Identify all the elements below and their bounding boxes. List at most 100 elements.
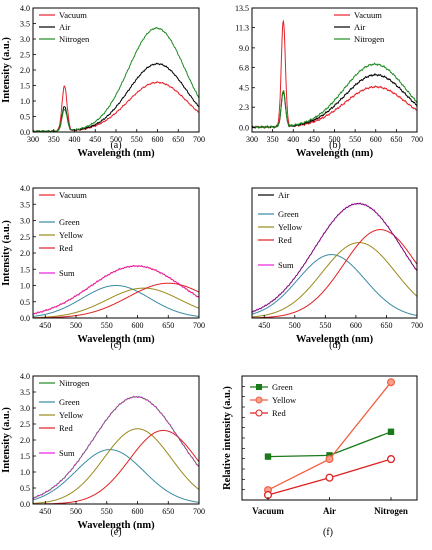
x-tick-label: 350 <box>267 135 279 144</box>
x-tick-label: 450 <box>308 135 320 144</box>
x-tick-label: 650 <box>172 135 184 144</box>
x-tick-label: 550 <box>101 321 113 330</box>
data-point-green <box>387 428 395 435</box>
legend-label-yellow: Yellow <box>59 410 84 420</box>
x-tick-label: Vacuum <box>252 506 284 516</box>
x-tick-label: 650 <box>162 507 174 516</box>
legend-label-green: Green <box>272 382 294 392</box>
panel-label-c: (c) <box>110 340 121 351</box>
legend-label-red: Red <box>278 235 292 245</box>
chart-panel-b: 300 350 400 450 500 550 600 650 700 0.0 2.3 4.5 6.8 9… <box>235 4 423 159</box>
panel-label-b: (b) <box>329 140 341 151</box>
series-line-sum <box>32 264 200 315</box>
y-tick-label: 0.5 <box>20 484 30 493</box>
x-axis-title: Wavelength (nm) <box>77 148 155 159</box>
y-tick-label: 1.5 <box>20 265 30 274</box>
legend-label-green: Green <box>59 397 81 407</box>
legend-marker <box>255 396 263 404</box>
x-tick-label: 500 <box>110 135 122 144</box>
series-line-vacuum <box>32 81 200 133</box>
y-axis-title: Intensity (a.u.) <box>1 407 12 473</box>
legend-label-nitrogen: Nitrogen <box>59 378 90 388</box>
y-tick-label: 2.0 <box>20 66 30 75</box>
y-tick-label: 2.5 <box>20 51 30 60</box>
legend-label-nitrogen: Nitrogen <box>59 34 90 44</box>
x-tick-label: 450 <box>39 507 51 516</box>
plot-frame-e <box>32 375 200 505</box>
legend-label-yellow: Yellow <box>278 222 303 232</box>
legend-label-sum: Sum <box>59 268 75 278</box>
x-tick-label: 600 <box>370 135 382 144</box>
series-line-measured <box>32 265 200 315</box>
data-point-red <box>386 455 396 464</box>
y-tick-label: 3.0 <box>20 217 30 226</box>
legend-label-air: Air <box>278 190 290 200</box>
x-tick-label: 550 <box>131 135 143 144</box>
series-line-red <box>33 282 200 319</box>
y-tick-label: 4.0 <box>20 372 30 381</box>
data-point-red <box>325 473 334 482</box>
legend-label-air: Air <box>354 22 366 32</box>
series-line-air <box>32 62 200 133</box>
y-tick-label: 0.0 <box>239 124 249 133</box>
x-tick-label: 400 <box>287 135 299 144</box>
y-tick-label: 4.0 <box>20 184 30 193</box>
x-tick-label: 700 <box>193 321 205 330</box>
y-tick-label: 2.0 <box>20 249 30 258</box>
x-tick-label: 500 <box>329 135 341 144</box>
legend-marker <box>256 384 262 390</box>
x-tick-label: 500 <box>289 321 301 330</box>
legend-label-green: Green <box>59 217 81 227</box>
y-tick-label: 11.3 <box>235 23 249 32</box>
y-tick-label: 1.0 <box>20 97 30 106</box>
series-line-yellow <box>32 428 200 504</box>
y-tick-label: 9.0 <box>239 44 249 53</box>
x-tick-label: 450 <box>89 135 101 144</box>
chart-panel-e: 450 500 550 600 650 700 0.0 0.5 1.0 1.5 2.0 2.5 3.0 3… <box>1 372 205 538</box>
legend-label-sum: Sum <box>278 260 294 270</box>
legend-label-nitrogen: Nitrogen <box>354 34 385 44</box>
chart-panel-f: Vacuum Air Nitrogen Green Yellow Red Relative … <box>222 375 418 538</box>
legend-label-red: Red <box>272 408 286 418</box>
series-line-green <box>32 285 200 317</box>
x-tick-label: 700 <box>411 135 423 144</box>
x-tick-label: 300 <box>27 135 39 144</box>
y-tick-label: 3.0 <box>20 35 30 44</box>
x-axis-title: Wavelength (nm) <box>296 148 374 159</box>
x-tick-label: Air <box>323 506 336 516</box>
y-tick-label: 1.0 <box>20 468 30 477</box>
x-tick-label: 350 <box>48 135 60 144</box>
y-axis-title: Relative intensity (a.u.) <box>222 386 233 490</box>
series-line-yellow <box>33 287 200 319</box>
x-tick-label: 500 <box>70 507 82 516</box>
y-tick-label: 3.5 <box>20 200 30 209</box>
y-tick-label: 0.0 <box>20 128 30 137</box>
chart-panel-d: 450 500 550 600 650 700 Wavelength (nm) Air Gree… <box>251 187 423 351</box>
data-point-green <box>264 453 272 460</box>
panel-label-f: (f) <box>323 527 333 538</box>
y-tick-label: 3.5 <box>20 388 30 397</box>
x-tick-label: 550 <box>101 507 113 516</box>
y-tick-label: 1.5 <box>20 82 30 91</box>
y-tick-label: 6.8 <box>239 63 249 72</box>
legend-label-vacuum: Vacuum <box>59 190 87 200</box>
y-tick-label: 4.0 <box>20 4 30 13</box>
x-tick-label: 600 <box>132 507 144 516</box>
data-point-yellow <box>325 455 334 464</box>
panel-label-e: (e) <box>110 527 121 538</box>
x-tick-label: 700 <box>411 321 423 330</box>
y-tick-label: 2.0 <box>20 436 30 445</box>
series-line-yellow <box>252 242 418 318</box>
x-tick-label: 600 <box>152 135 164 144</box>
x-tick-label: 400 <box>69 135 81 144</box>
chart-panel-c: 450 500 550 600 650 700 0.0 0.5 1.0 1.5 2.0 2.5 3.0 3… <box>1 184 205 351</box>
x-tick-label: 650 <box>390 135 402 144</box>
plot-frame-c <box>32 187 200 319</box>
x-axis-title: Wavelength (nm) <box>77 334 155 345</box>
x-tick-label: 650 <box>380 321 392 330</box>
series-line-nitrogen <box>32 26 200 133</box>
y-tick-label: 4.5 <box>239 84 249 93</box>
series-line-vacuum <box>251 19 418 129</box>
y-tick-label: 2.5 <box>20 420 30 429</box>
